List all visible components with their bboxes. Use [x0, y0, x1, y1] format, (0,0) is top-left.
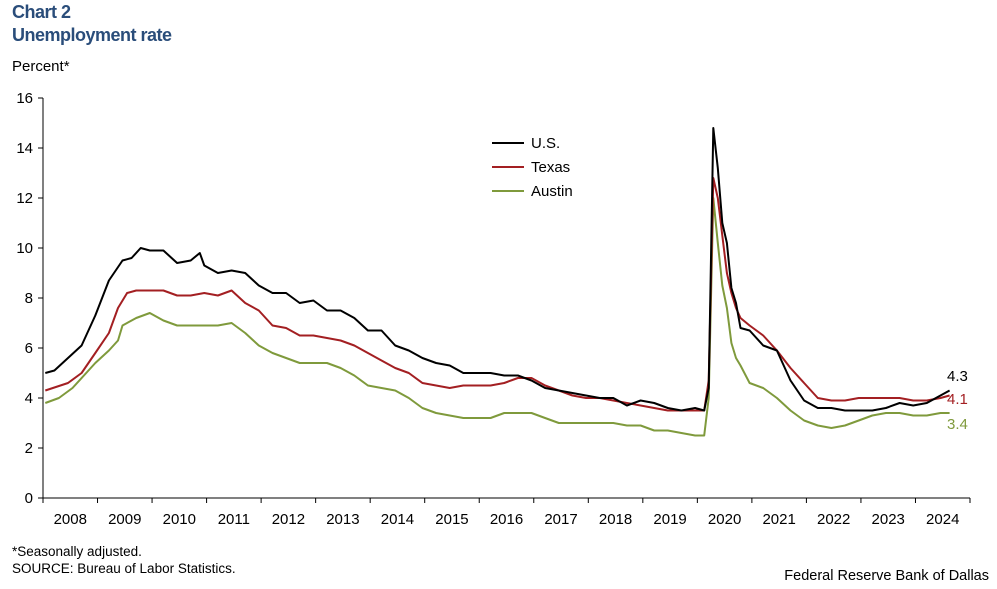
end-value-label: 4.1 [947, 391, 968, 408]
x-axis: 2008 2009 2010 2011 2012 2013 2014 2015 2016 2017… [42, 497, 971, 528]
x-tick-label: 2011 [218, 511, 250, 528]
y-tick-label: 0 [25, 490, 33, 507]
y-tick-label: 8 [25, 290, 33, 307]
y-tick-label: 6 [25, 340, 33, 357]
x-tick-label: 2013 [326, 511, 359, 528]
y-tick-label: 12 [16, 190, 33, 207]
chart-title: Unemployment rate [12, 25, 172, 45]
end-value-label: 3.4 [947, 416, 968, 433]
y-tick-label: 16 [16, 90, 33, 107]
end-value-label: 4.3 [947, 368, 968, 385]
x-tick-label: 2017 [544, 511, 577, 528]
series-line-texas [44, 177, 950, 412]
series-line-us [45, 127, 951, 412]
source-note: SOURCE: Bureau of Labor Statistics. [12, 561, 236, 576]
x-tick-label: 2016 [490, 511, 523, 528]
x-tick-label: 2018 [599, 511, 632, 528]
legend-label: Austin [531, 183, 573, 200]
x-tick-label: 2012 [272, 511, 305, 528]
y-axis-label: Percent* [12, 58, 70, 75]
y-axis: 0 2 4 6 8 10 12 14 16 [16, 90, 44, 507]
x-tick-label: 2008 [54, 511, 87, 528]
x-tick-label: 2014 [381, 511, 414, 528]
x-tick-label: 2020 [708, 511, 741, 528]
y-tick-label: 2 [25, 440, 33, 457]
x-tick-label: 2015 [435, 511, 468, 528]
x-tick-label: 2019 [653, 511, 686, 528]
x-tick-label: 2010 [163, 511, 196, 528]
legend-label: U.S. [531, 135, 560, 152]
x-tick-label: 2024 [926, 511, 959, 528]
chart-number: Chart 2 [12, 2, 71, 22]
credit: Federal Reserve Bank of Dallas [784, 568, 989, 584]
end-labels: 4.3 4.1 3.4 [947, 368, 968, 433]
legend: U.S. Texas Austin [492, 135, 573, 200]
series-lines [44, 127, 951, 437]
y-tick-label: 10 [16, 240, 33, 257]
y-tick-label: 4 [25, 390, 33, 407]
legend-label: Texas [531, 159, 570, 176]
footnote: *Seasonally adjusted. [12, 544, 142, 559]
x-tick-label: 2021 [762, 511, 795, 528]
series-line-austin [44, 197, 950, 437]
y-tick-label: 14 [16, 140, 33, 157]
x-tick-label: 2009 [108, 511, 141, 528]
x-tick-label: 2022 [817, 511, 850, 528]
x-tick-label: 2023 [872, 511, 905, 528]
